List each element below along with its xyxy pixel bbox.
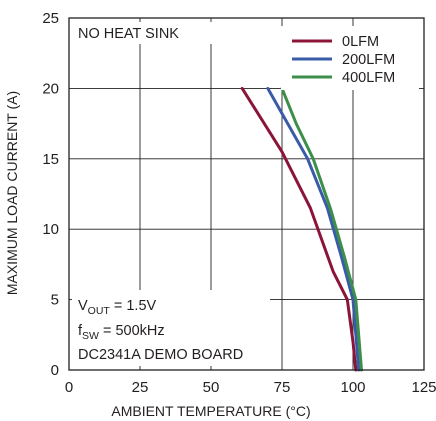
tick-labels: 0 25 50 75 100 125 0 5 10 15 20 25: [42, 10, 436, 396]
x-axis-label: AMBIENT TEMPERATURE (°C): [111, 403, 310, 419]
legend-label-1: 200LFM: [342, 52, 395, 68]
y-tick-label: 5: [51, 292, 59, 309]
series-line-0: [240, 86, 358, 372]
x-tick-label: 50: [203, 379, 220, 396]
annotation-no-heat-sink: NO HEAT SINK: [78, 26, 179, 42]
x-tick-label: 75: [274, 379, 291, 396]
legend-label-0: 0LFM: [342, 34, 379, 50]
y-tick-label: 15: [42, 151, 59, 168]
legend: 0LFM 200LFM 400LFM: [292, 34, 395, 86]
series-line-1: [266, 86, 361, 372]
y-tick-label: 10: [42, 221, 59, 238]
annotation-fsw: fSW = 500kHz: [78, 323, 165, 342]
y-tick-label: 25: [42, 10, 59, 27]
x-tick-label: 125: [411, 379, 436, 396]
series-lines: [240, 86, 363, 372]
x-tick-label: 0: [65, 379, 73, 396]
annotation-backing-bottom: [72, 290, 270, 366]
annotation-board: DC2341A DEMO BOARD: [78, 347, 243, 363]
annotation-backing-top: [72, 22, 218, 44]
y-tick-label: 0: [51, 362, 59, 379]
series-line-2: [280, 86, 363, 372]
x-tick-label: 25: [132, 379, 149, 396]
plot-frame: [68, 17, 425, 371]
annotation-vout: VOUT = 1.5V: [78, 298, 157, 317]
y-axis-label: MAXIMUM LOAD CURRENT (A): [4, 91, 20, 295]
y-tick-label: 20: [42, 80, 59, 97]
x-tick-label: 100: [340, 379, 365, 396]
legend-label-2: 400LFM: [342, 70, 395, 86]
